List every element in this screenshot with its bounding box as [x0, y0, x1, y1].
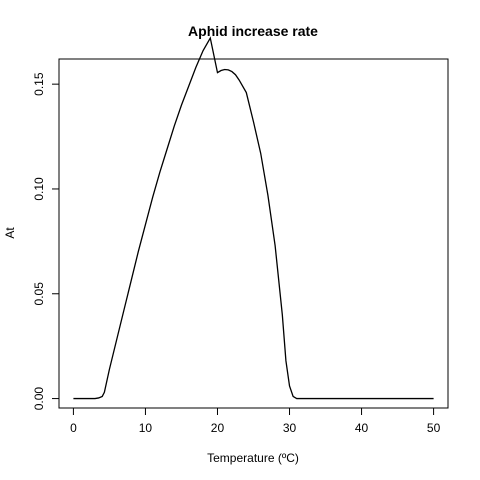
x-tick-label: 0	[70, 421, 77, 435]
series-line	[73, 36, 434, 400]
x-tick-label: 40	[355, 421, 369, 435]
y-tick-label: 0.05	[32, 282, 46, 306]
x-tick-label: 20	[211, 421, 225, 435]
x-tick-label: 30	[283, 421, 297, 435]
x-axis-label: Temperature (ºC)	[207, 451, 299, 465]
y-tick-label: 0.10	[32, 177, 46, 201]
y-tick-label: 0.15	[32, 72, 46, 96]
y-tick-label: 0.00	[32, 387, 46, 411]
x-axis: 0 10 20 30 40 50	[70, 407, 441, 435]
x-tick-label: 50	[427, 421, 441, 435]
y-axis: 0.00 0.05 0.10 0.15	[32, 72, 60, 411]
chart-title: Aphid increase rate	[188, 23, 318, 39]
y-axis-label: At	[3, 227, 17, 239]
plot-frame	[58, 58, 449, 409]
x-tick-label: 10	[139, 421, 153, 435]
